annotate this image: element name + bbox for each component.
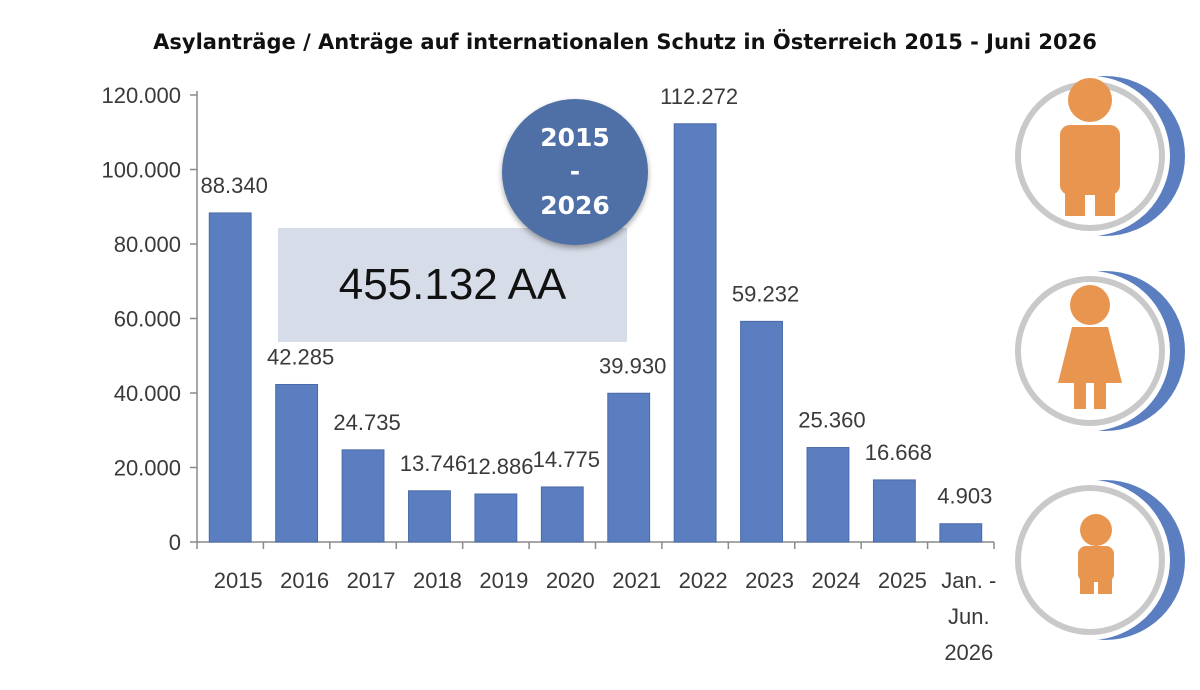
x-tick-label: 2021 — [612, 568, 661, 593]
data-label: 88.340 — [201, 173, 268, 198]
bar-2020 — [540, 486, 584, 543]
data-label: 25.360 — [798, 408, 865, 433]
x-tick-label: 2018 — [413, 568, 462, 593]
y-tick-label: 20.000 — [114, 456, 181, 481]
bar-2024 — [806, 447, 850, 543]
data-label: 112.272 — [660, 84, 738, 109]
bar-2016 — [275, 383, 319, 543]
period-badge: 2015 - 2026 — [502, 99, 648, 245]
bar-jan-jun-2026 — [939, 523, 983, 543]
bar-2021 — [607, 392, 651, 543]
y-tick-label: 120.000 — [101, 83, 181, 108]
x-axis — [196, 541, 995, 549]
y-tick-label: 80.000 — [114, 232, 181, 257]
x-tick-label: 2024 — [811, 568, 860, 593]
total-applications-box: 455.132 AA — [278, 228, 627, 342]
bar-2019 — [474, 493, 518, 543]
period-badge-dash: - — [569, 157, 581, 186]
x-tick-label: 2015 — [214, 568, 263, 593]
chart-title: Asylanträge / Anträge auf internationale… — [153, 30, 1097, 54]
data-label: 42.285 — [267, 344, 334, 369]
bar-2015 — [208, 212, 252, 543]
y-tick-label: 60.000 — [114, 307, 181, 332]
x-tick-label: 2017 — [347, 568, 396, 593]
data-label: 14.775 — [533, 447, 600, 472]
x-tick-label: 2022 — [679, 568, 728, 593]
data-label: 12.886 — [466, 454, 533, 479]
x-tick-label: 2016 — [280, 568, 329, 593]
child-icon — [1010, 470, 1200, 655]
x-tick-label: 2019 — [479, 568, 528, 593]
bar-2023 — [740, 320, 783, 543]
woman-icon — [1010, 265, 1200, 440]
bar-2025 — [872, 479, 916, 543]
period-badge-end: 2026 — [540, 191, 610, 220]
period-badge-start: 2015 — [540, 123, 610, 152]
y-axis: 0 20.000 40.000 60.000 80.000 100.000 120.000 — [101, 83, 198, 555]
y-tick-label: 40.000 — [114, 381, 181, 406]
bar-2017 — [341, 449, 385, 543]
x-tick-label: Jan. -Jun. 2026 — [941, 568, 996, 665]
x-tick-label: 2020 — [546, 568, 595, 593]
data-label: 24.735 — [333, 410, 400, 435]
y-tick-label: 0 — [169, 530, 181, 555]
data-label: 4.903 — [937, 484, 992, 509]
bar-2022 — [673, 123, 717, 543]
data-label: 39.930 — [599, 353, 666, 378]
x-tick-labels: 2015 2016 2017 2018 2019 2020 2021 2022 2023 2024… — [214, 568, 997, 665]
data-label: 59.232 — [732, 281, 799, 306]
bars — [208, 123, 983, 543]
data-label: 16.668 — [865, 440, 932, 465]
data-label: 13.746 — [400, 451, 467, 476]
bar-2018 — [408, 490, 451, 543]
man-icon — [1010, 70, 1200, 245]
x-tick-label: 2025 — [878, 568, 927, 593]
y-tick-label: 100.000 — [101, 158, 181, 183]
x-tick-label: 2023 — [745, 568, 794, 593]
